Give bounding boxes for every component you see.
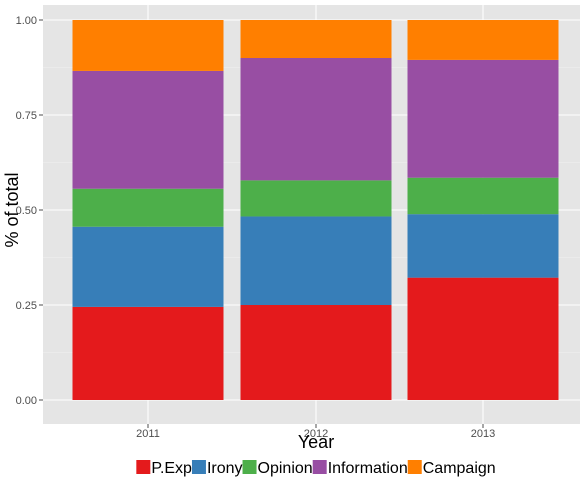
bar-segment-irony-2011	[72, 226, 224, 307]
legend-key-p-exp	[136, 460, 151, 474]
legend-key-opinion	[242, 460, 257, 474]
legend-key-irony	[191, 460, 206, 474]
y-tick-label: 0.25	[16, 300, 37, 312]
bar-segment-opinion-2011	[72, 188, 224, 227]
bar-segment-p-exp-2012	[240, 305, 392, 400]
bar-segment-information-2011	[72, 70, 224, 189]
legend-label-opinion: Opinion	[258, 460, 313, 477]
x-tick-label: 2012	[304, 428, 328, 440]
bar-segment-information-2013	[407, 59, 559, 178]
bar-segment-irony-2012	[240, 216, 392, 305]
legend-label-irony: Irony	[207, 460, 243, 477]
bar-segment-p-exp-2013	[407, 277, 559, 400]
bar-segment-opinion-2012	[240, 180, 392, 217]
x-axis-title: Year	[298, 432, 334, 452]
y-tick-label: 0.50	[16, 205, 37, 217]
y-axis-title: % of total	[2, 172, 22, 247]
legend-key-information	[312, 460, 327, 474]
legend: P.Exp Irony Opinion Information Campaign	[136, 460, 496, 477]
bar-segment-information-2012	[240, 58, 392, 181]
legend-label-p-exp: P.Exp	[151, 460, 192, 477]
bar-segment-campaign-2012	[240, 20, 392, 58]
legend-label-information: Information	[328, 460, 408, 477]
legend-label-campaign: Campaign	[423, 460, 496, 477]
legend-key-campaign	[407, 460, 422, 474]
bar-segment-opinion-2013	[407, 177, 559, 215]
y-tick-label: 0.75	[16, 110, 37, 122]
bars	[72, 20, 559, 400]
y-axis: 0.00 0.25 0.50 0.75 1.00	[16, 15, 43, 407]
bar-segment-irony-2013	[407, 214, 559, 278]
bar-segment-campaign-2011	[72, 20, 224, 71]
x-tick-label: 2013	[471, 428, 495, 440]
bar-segment-p-exp-2011	[72, 306, 224, 400]
x-tick-label: 2011	[136, 428, 160, 440]
y-tick-label: 1.00	[16, 15, 37, 27]
x-axis: 2011 2012 2013	[136, 424, 495, 440]
y-tick-label: 0.00	[16, 395, 37, 407]
bar-segment-campaign-2013	[407, 20, 559, 60]
